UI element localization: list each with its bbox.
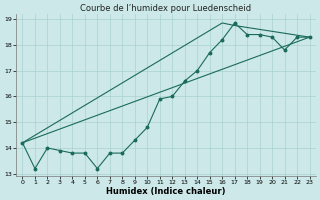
X-axis label: Humidex (Indice chaleur): Humidex (Indice chaleur) [106, 187, 226, 196]
Title: Courbe de l’humidex pour Luedenscheid: Courbe de l’humidex pour Luedenscheid [80, 4, 252, 13]
